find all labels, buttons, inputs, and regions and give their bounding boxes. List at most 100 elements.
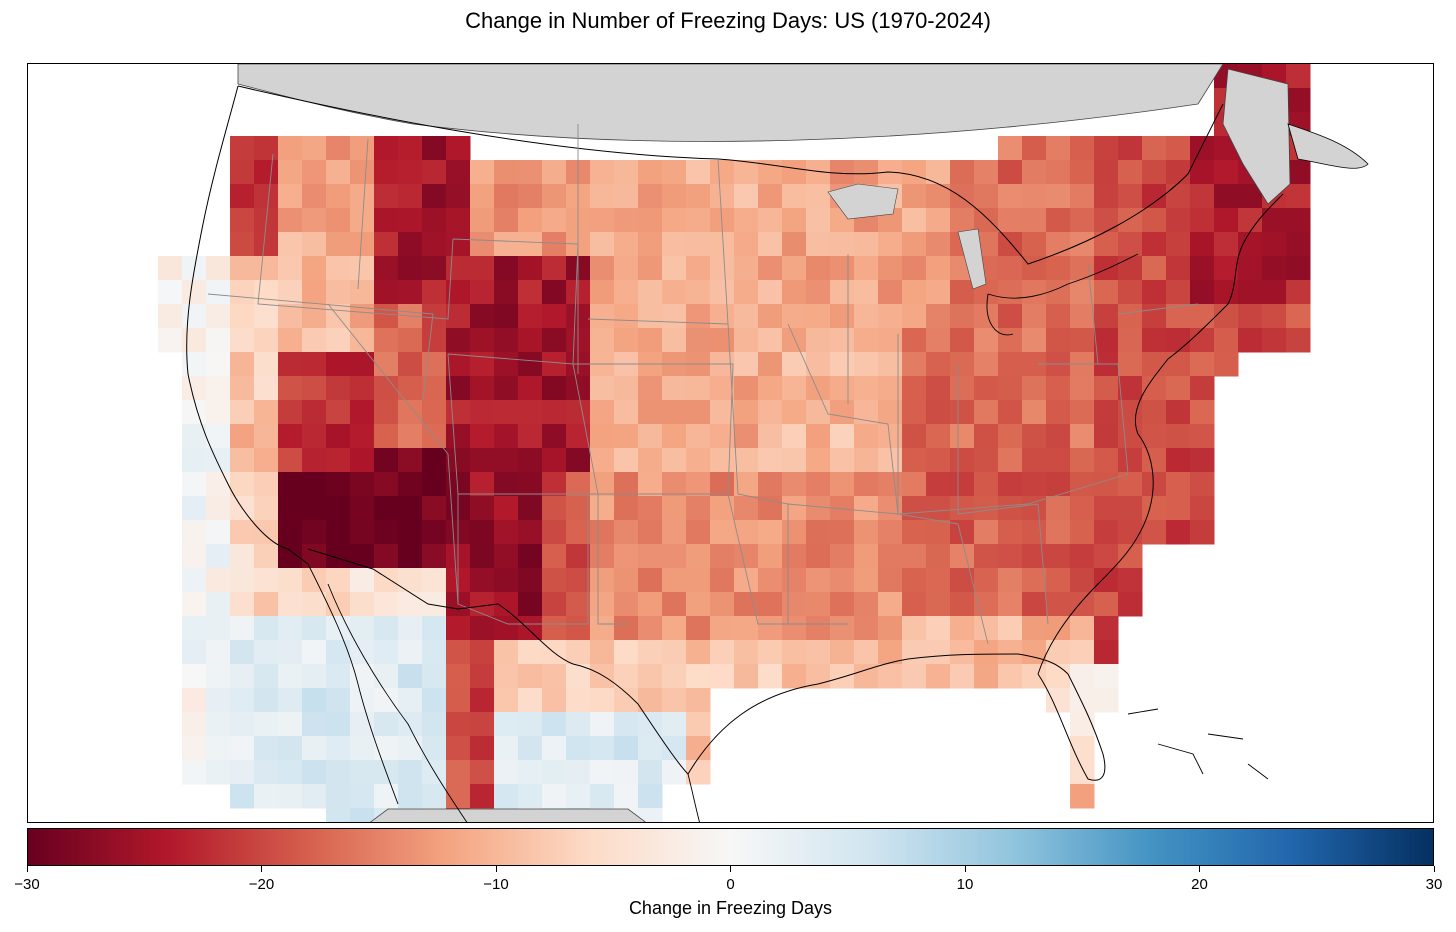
heatmap-cell bbox=[206, 256, 231, 281]
heatmap-cell bbox=[998, 592, 1023, 617]
heatmap-cell bbox=[782, 568, 807, 593]
heatmap-cell bbox=[614, 256, 639, 281]
heatmap-cell bbox=[1046, 232, 1071, 257]
heatmap-cell bbox=[182, 424, 207, 449]
heatmap-cell bbox=[302, 448, 327, 473]
heatmap-cell bbox=[350, 760, 375, 785]
heatmap-cell bbox=[974, 208, 999, 233]
heatmap-cell bbox=[446, 736, 471, 761]
heatmap-cell bbox=[470, 688, 495, 713]
heatmap-cell bbox=[974, 304, 999, 329]
heatmap-cell bbox=[590, 568, 615, 593]
heatmap-cell bbox=[374, 256, 399, 281]
heatmap-cell bbox=[782, 496, 807, 521]
heatmap-cell bbox=[806, 592, 831, 617]
heatmap-cell bbox=[1070, 472, 1095, 497]
heatmap-cell bbox=[1022, 328, 1047, 353]
heatmap-cell bbox=[902, 544, 927, 569]
heatmap-cell bbox=[662, 664, 687, 689]
heatmap-cell bbox=[206, 544, 231, 569]
heatmap-cell bbox=[350, 472, 375, 497]
heatmap-cell bbox=[638, 328, 663, 353]
heatmap-cell bbox=[614, 520, 639, 545]
heatmap-cell bbox=[686, 760, 711, 785]
heatmap-cell bbox=[614, 544, 639, 569]
heatmap-cell bbox=[926, 640, 951, 665]
heatmap-cell bbox=[230, 448, 255, 473]
heatmap-cell bbox=[974, 544, 999, 569]
heatmap-cell bbox=[926, 352, 951, 377]
heatmap-cell bbox=[782, 376, 807, 401]
heatmap-cell bbox=[350, 736, 375, 761]
heatmap-cell bbox=[1142, 352, 1167, 377]
heatmap-cell bbox=[830, 472, 855, 497]
heatmap-cell bbox=[566, 472, 591, 497]
heatmap-cell bbox=[1214, 256, 1239, 281]
heatmap-cell bbox=[1142, 256, 1167, 281]
heatmap-cell bbox=[758, 544, 783, 569]
heatmap-cell bbox=[806, 208, 831, 233]
heatmap-cell bbox=[1022, 568, 1047, 593]
heatmap-cell bbox=[1166, 496, 1191, 521]
heatmap-cell bbox=[662, 160, 687, 185]
heatmap-cell bbox=[1070, 208, 1095, 233]
heatmap-cell bbox=[1046, 256, 1071, 281]
heatmap-cell bbox=[1046, 688, 1071, 713]
heatmap-cell bbox=[518, 304, 543, 329]
heatmap-cell bbox=[278, 472, 303, 497]
heatmap-cell bbox=[1094, 184, 1119, 209]
heatmap-cell bbox=[830, 544, 855, 569]
heatmap-cell bbox=[1022, 184, 1047, 209]
heatmap-cell bbox=[518, 328, 543, 353]
heatmap-cell bbox=[1046, 496, 1071, 521]
heatmap-cell bbox=[470, 784, 495, 809]
heatmap-cell bbox=[638, 712, 663, 737]
heatmap-cell bbox=[1070, 232, 1095, 257]
heatmap-cell bbox=[1022, 424, 1047, 449]
heatmap-cell bbox=[854, 328, 879, 353]
heatmap-cell bbox=[734, 280, 759, 305]
heatmap-cell bbox=[686, 568, 711, 593]
heatmap-cell bbox=[302, 712, 327, 737]
heatmap-cell bbox=[830, 520, 855, 545]
heatmap-cell bbox=[1214, 160, 1239, 185]
heatmap-cell bbox=[278, 400, 303, 425]
heatmap-cell bbox=[1190, 280, 1215, 305]
heatmap-cell bbox=[542, 736, 567, 761]
heatmap-cell bbox=[182, 616, 207, 641]
heatmap-cell bbox=[422, 256, 447, 281]
heatmap-cell bbox=[518, 592, 543, 617]
heatmap-cell bbox=[1166, 448, 1191, 473]
heatmap-cell bbox=[518, 736, 543, 761]
heatmap-cell bbox=[1142, 232, 1167, 257]
heatmap-cell bbox=[614, 568, 639, 593]
heatmap-cell bbox=[1142, 376, 1167, 401]
heatmap-cell bbox=[758, 616, 783, 641]
heatmap-cell bbox=[1046, 376, 1071, 401]
heatmap-cell bbox=[1046, 544, 1071, 569]
heatmap-cell bbox=[854, 280, 879, 305]
heatmap-cell bbox=[326, 136, 351, 161]
heatmap-cell bbox=[662, 712, 687, 737]
heatmap-cell bbox=[398, 688, 423, 713]
heatmap-cell bbox=[950, 352, 975, 377]
heatmap-cell bbox=[1070, 424, 1095, 449]
heatmap-cell bbox=[1190, 424, 1215, 449]
heatmap-cell bbox=[830, 400, 855, 425]
heatmap-cell bbox=[878, 280, 903, 305]
heatmap-cell bbox=[542, 568, 567, 593]
heatmap-cell bbox=[566, 424, 591, 449]
heatmap-cell bbox=[206, 688, 231, 713]
heatmap-cell bbox=[686, 304, 711, 329]
heatmap-cell bbox=[830, 256, 855, 281]
heatmap-cell bbox=[1286, 256, 1311, 281]
heatmap-cell bbox=[974, 568, 999, 593]
heatmap-cell bbox=[230, 616, 255, 641]
heatmap-cell bbox=[374, 712, 399, 737]
heatmap-cell bbox=[302, 688, 327, 713]
heatmap-cell bbox=[854, 376, 879, 401]
heatmap-cell bbox=[1046, 208, 1071, 233]
heatmap-cell bbox=[710, 544, 735, 569]
heatmap-cell bbox=[518, 520, 543, 545]
heatmap-cell bbox=[230, 400, 255, 425]
